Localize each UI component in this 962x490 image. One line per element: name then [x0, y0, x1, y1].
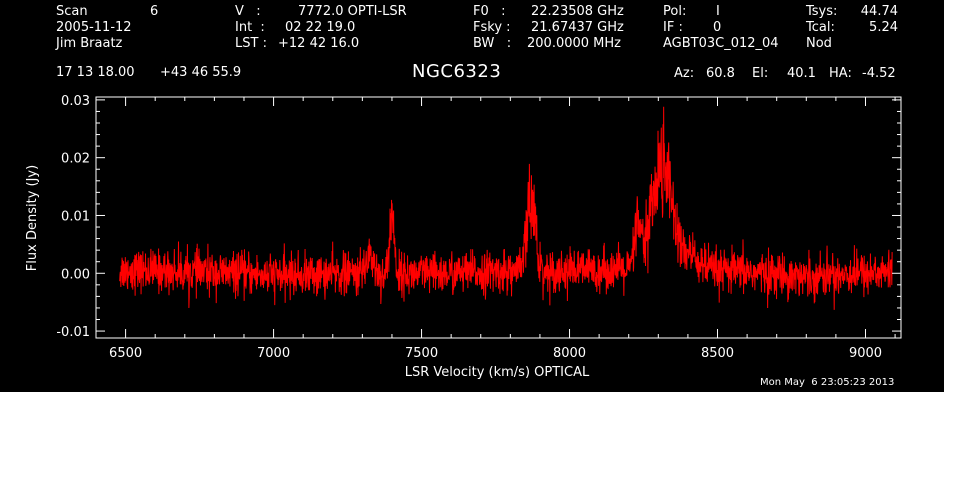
y-tick-label: 0.00 — [61, 267, 90, 282]
y-tick-label: -0.01 — [56, 325, 90, 340]
velocity-label: V : — [235, 4, 261, 19]
x-tick-label: 9000 — [849, 346, 882, 361]
az-label: Az: — [674, 66, 695, 81]
tcal-value: 5.24 — [869, 20, 898, 35]
if-label: IF : — [663, 20, 683, 35]
el-value: 40.1 — [787, 66, 816, 81]
bw-label: BW : — [473, 36, 512, 51]
scan-label: Scan — [56, 4, 88, 19]
pol-value: I — [716, 4, 720, 19]
x-tick-label: 7000 — [257, 346, 290, 361]
object-name: NGC6323 — [412, 61, 502, 82]
tcal-label: Tcal: — [806, 20, 835, 35]
x-tick-label: 8000 — [553, 346, 586, 361]
ha-value: -4.52 — [862, 66, 896, 81]
el-label: El: — [752, 66, 769, 81]
y-tick-label: 0.02 — [61, 152, 90, 167]
bw-value: 200.0000 MHz — [527, 36, 621, 51]
velocity-value: 7772.0 OPTI-LSR — [298, 4, 407, 19]
fsky-label: Fsky : — [473, 20, 511, 35]
f0-label: F0 : — [473, 4, 506, 19]
dec-value: +43 46 55.9 — [160, 65, 242, 80]
fsky-value: 21.67437 GHz — [531, 20, 624, 35]
f0-value: 22.23508 GHz — [531, 4, 624, 19]
tsys-value: 44.74 — [860, 4, 898, 19]
spectrum-series-line — [119, 106, 893, 310]
x-tick-label: 8500 — [701, 346, 734, 361]
x-axis-label: LSR Velocity (km/s) OPTICAL — [405, 365, 590, 380]
plot-timestamp: Mon May 6 23:05:23 2013 — [760, 377, 895, 388]
plot-frame — [95, 96, 902, 339]
pol-label: Pol: — [663, 4, 687, 19]
y-tick-label: 0.01 — [61, 209, 90, 224]
ha-label: HA: — [829, 66, 852, 81]
az-value: 60.8 — [706, 66, 735, 81]
scan-number: 6 — [150, 4, 159, 19]
y-tick-label: 0.03 — [61, 94, 90, 109]
spectrum-layer — [119, 106, 893, 310]
if-value: 0 — [713, 20, 722, 35]
y-axis-label: Flux Density (Jy) — [25, 165, 40, 271]
project-id: AGBT03C_012_04 — [663, 36, 779, 51]
tick-layer: 6500 7000 7500 8000 8500 9000 -0.01 0.00 0.01 0.0… — [56, 94, 901, 361]
lst-label: LST : — [235, 36, 267, 51]
x-tick-label: 6500 — [109, 346, 142, 361]
x-tick-label: 7500 — [405, 346, 438, 361]
lst-value: +12 42 16.0 — [278, 36, 360, 51]
int-label: Int : — [235, 20, 265, 35]
obs-date: 2005-11-12 — [56, 20, 132, 35]
tsys-label: Tsys: — [806, 4, 838, 19]
spectrum-chart: 6500 7000 7500 8000 8500 9000 -0.01 0.00 0.01 0.0… — [25, 94, 902, 380]
observer: Jim Braatz — [56, 36, 123, 51]
int-value: 02 22 19.0 — [285, 20, 356, 35]
plot-window: Scan 6 2005-11-12 Jim Braatz V : 7772.0 … — [0, 0, 944, 392]
ra-value: 17 13 18.00 — [56, 65, 135, 80]
proc-name: Nod — [806, 36, 832, 51]
